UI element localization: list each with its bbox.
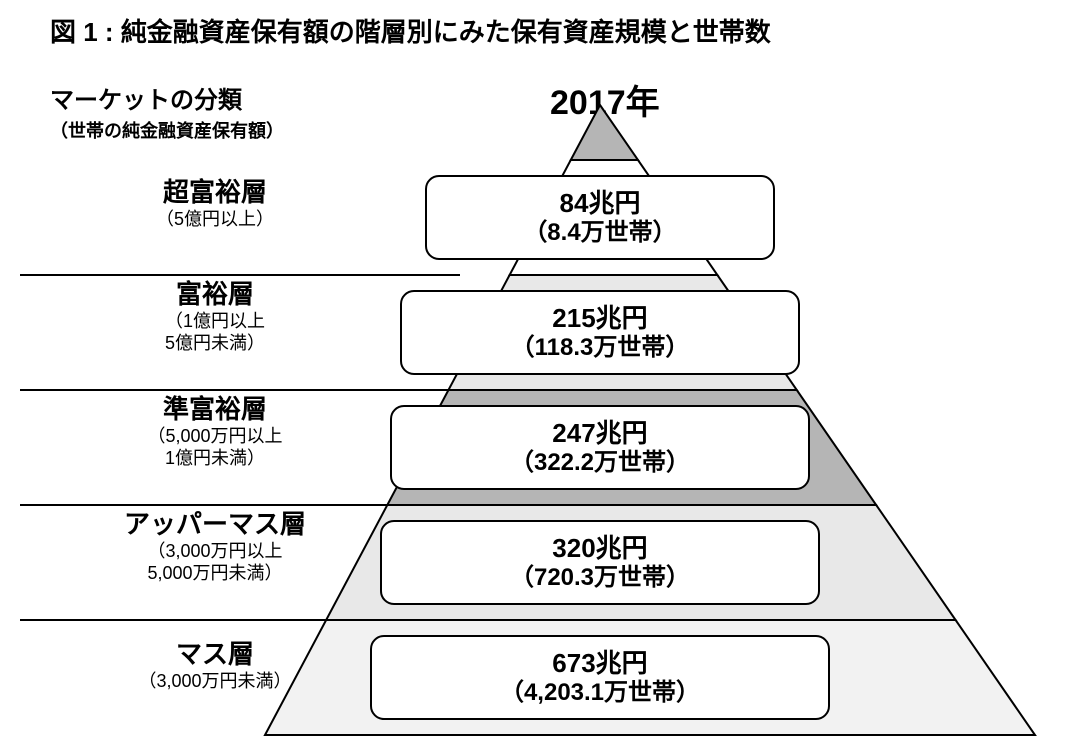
tier-data-box: 673兆円（4,203.1万世帯） [370, 635, 830, 720]
tier-range: （5億円以上） [50, 209, 380, 230]
tier-amount: 320兆円 [552, 534, 647, 564]
figure-title: 図 1 : 純金融資産保有額の階層別にみた保有資産規模と世帯数 [50, 12, 771, 49]
tier-label: アッパーマス層（3,000万円以上5,000万円未満） [50, 510, 380, 584]
tier-name: 超富裕層 [50, 178, 380, 207]
tier-range: 5,000万円未満） [50, 563, 380, 584]
tier-name: 富裕層 [50, 280, 380, 309]
tier-label: マス層（3,000万円未満） [50, 640, 380, 691]
tier-data-box: 320兆円（720.3万世帯） [380, 520, 820, 605]
tier-label: 富裕層（1億円以上5億円未満） [50, 280, 380, 354]
tier-divider [20, 389, 485, 391]
tier-range: （5,000万円以上 [50, 426, 380, 447]
tier-range: （3,000万円以上 [50, 541, 380, 562]
tier-data-box: 84兆円（8.4万世帯） [425, 175, 775, 260]
tier-data-box: 247兆円（322.2万世帯） [390, 405, 810, 490]
tier-data-box: 215兆円（118.3万世帯） [400, 290, 800, 375]
tier-households: （4,203.1万世帯） [500, 679, 700, 707]
year-label: 2017年 [550, 75, 660, 124]
tier-range: （3,000万円未満） [50, 671, 380, 692]
tier-households: （8.4万世帯） [523, 219, 676, 247]
tier-label: 準富裕層（5,000万円以上1億円未満） [50, 395, 380, 469]
tier-divider [20, 274, 460, 276]
tier-range: 5億円未満） [50, 333, 380, 354]
tier-amount: 84兆円 [560, 189, 641, 219]
tier-amount: 215兆円 [552, 304, 647, 334]
tier-divider [20, 619, 545, 621]
left-column-header: マーケットの分類 （世帯の純金融資産保有額） [50, 80, 284, 143]
tier-amount: 673兆円 [552, 649, 647, 679]
tier-households: （720.3万世帯） [510, 564, 690, 592]
left-column-header-line1: マーケットの分類 [50, 80, 284, 115]
tier-range: 1億円未満） [50, 448, 380, 469]
tier-label: 超富裕層（5億円以上） [50, 178, 380, 229]
tier-amount: 247兆円 [552, 419, 647, 449]
tier-households: （322.2万世帯） [510, 449, 690, 477]
tier-name: マス層 [50, 640, 380, 669]
tier-households: （118.3万世帯） [511, 334, 690, 362]
tier-range: （1億円以上 [50, 311, 380, 332]
left-column-header-line2: （世帯の純金融資産保有額） [50, 117, 284, 143]
tier-name: アッパーマス層 [50, 510, 380, 539]
tier-divider [20, 504, 515, 506]
tier-name: 準富裕層 [50, 395, 380, 424]
